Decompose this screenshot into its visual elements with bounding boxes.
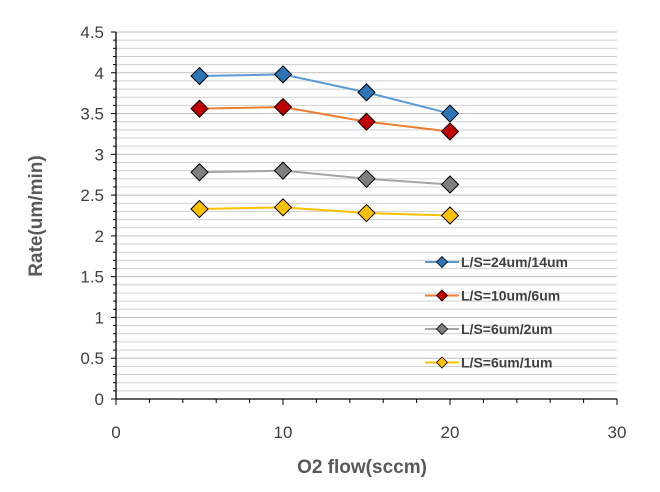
legend-marker [435, 356, 449, 369]
legend-label: L/S=6um/2um [461, 321, 552, 337]
y-tick-label: 4.5 [80, 23, 104, 42]
legend-item: L/S=6um/2um [425, 321, 552, 337]
y-tick-label: 4 [95, 64, 104, 83]
data-point [357, 83, 376, 102]
series-1 [190, 65, 460, 123]
data-point [440, 104, 460, 123]
y-tick-label: 2.5 [80, 186, 104, 205]
legend-label: L/S=6um/1um [461, 355, 552, 371]
y-tick-label: 3.5 [80, 105, 104, 124]
gridlines [116, 31, 617, 392]
y-tick-label: 2 [95, 227, 104, 246]
data-point [440, 175, 460, 194]
y-axis-title: Rate(um/min) [26, 155, 47, 276]
x-tick-label: 10 [274, 423, 293, 442]
data-point [440, 206, 460, 225]
x-tick-label: 0 [111, 423, 120, 442]
y-tick-label: 0.5 [80, 349, 104, 368]
data-point [273, 198, 293, 217]
data-point [357, 112, 376, 131]
series-line [199, 106, 451, 133]
data-point [273, 161, 293, 180]
data-point [190, 66, 209, 86]
y-tick-label: 1.5 [80, 268, 104, 287]
series-4 [190, 198, 460, 225]
data-point [273, 65, 293, 84]
y-tick-label: 3 [95, 145, 104, 164]
legend-item: L/S=6um/1um [425, 355, 552, 371]
x-tick-label: 20 [441, 423, 460, 442]
legend-label: L/S=24um/14um [461, 254, 568, 270]
legend-marker [435, 322, 449, 336]
legend-item: L/S=24um/14um [425, 254, 568, 270]
x-tick-label: 30 [608, 423, 627, 442]
series-3 [190, 161, 460, 194]
legend-marker [435, 289, 449, 302]
y-tick-label: 1 [95, 308, 104, 327]
data-point [190, 199, 209, 219]
legend: L/S=24um/14um L/S=10um/6um L/S=6um/2um L/S=… [425, 254, 568, 371]
series-line [199, 206, 451, 217]
series-2 [190, 97, 460, 141]
series-line [199, 73, 451, 115]
legend-item: L/S=10um/6um [425, 288, 560, 304]
x-axis-title: O2 flow(sccm) [297, 457, 427, 478]
tick-labels: 0 0.5 1 1.5 2 2.5 3 3.5 4 4.5 0 10 20 30 [80, 23, 626, 442]
y-tick-label: 0 [95, 390, 104, 409]
data-point [273, 97, 293, 117]
data-point [190, 163, 209, 182]
data-point [440, 122, 460, 141]
legend-marker [435, 255, 449, 269]
axes [111, 31, 618, 405]
data-point [190, 99, 209, 118]
legend-label: L/S=10um/6um [461, 288, 560, 304]
data-point [357, 169, 376, 189]
series-group [190, 65, 460, 225]
data-point [357, 203, 376, 223]
series-line [199, 169, 451, 186]
